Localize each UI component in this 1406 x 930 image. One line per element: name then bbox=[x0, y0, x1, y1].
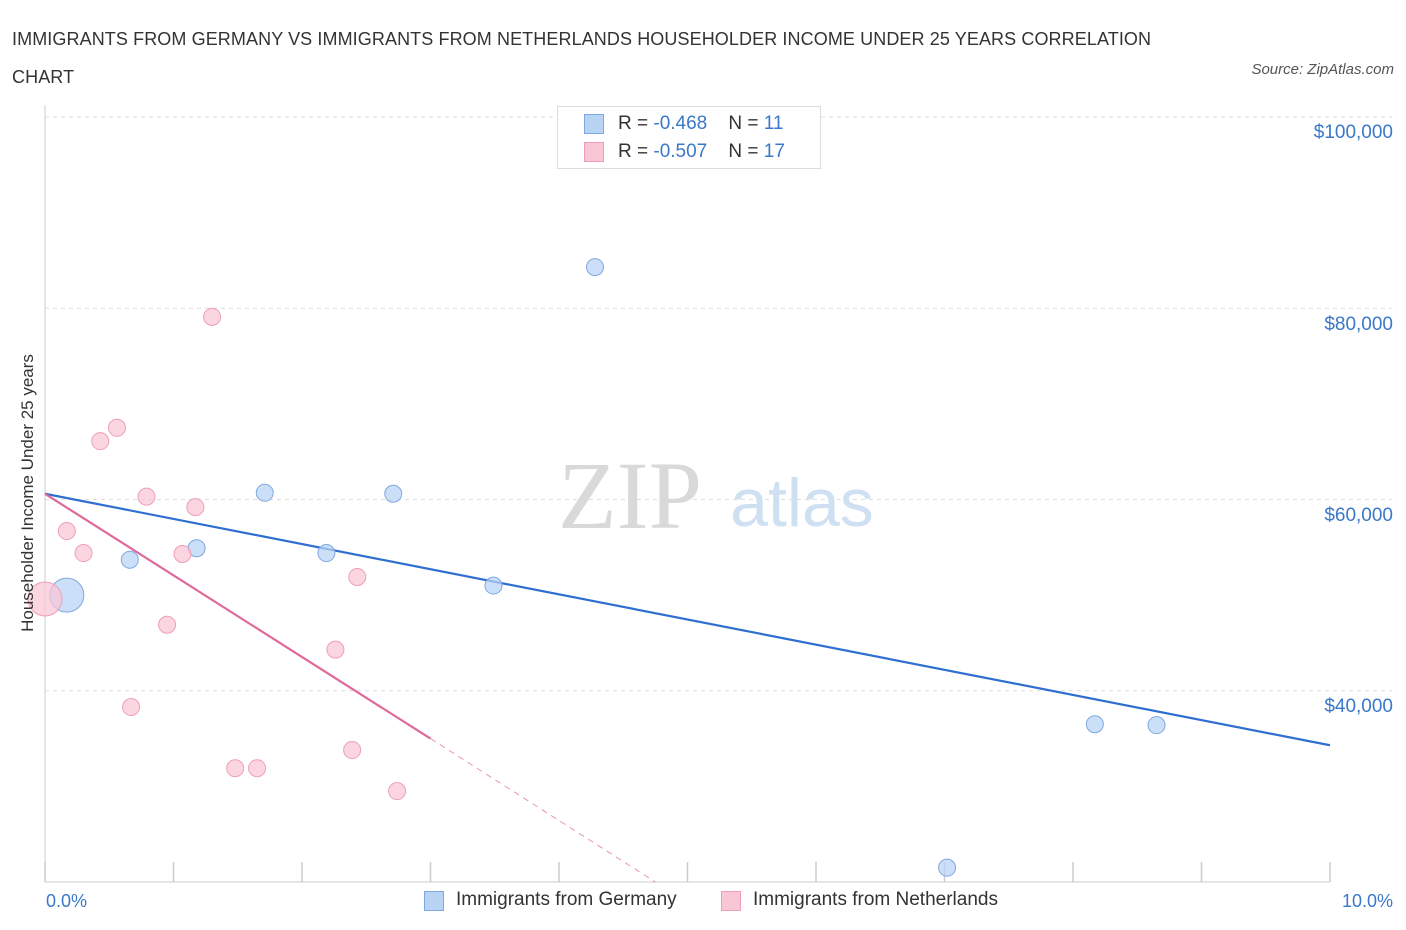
germany-point-1 bbox=[120, 550, 139, 569]
correlation-legend: R = -0.468 N = 11 R = -0.507 N = 17 bbox=[557, 106, 821, 169]
germany-trend-line bbox=[44, 492, 1331, 747]
germany-point-3 bbox=[255, 483, 274, 502]
netherlands-point-4 bbox=[107, 418, 126, 437]
germany-r-label: R = bbox=[618, 113, 654, 134]
netherlands-swatch bbox=[584, 142, 604, 162]
x-tick-label-min: 0.0% bbox=[46, 891, 88, 911]
netherlands-legend-label: Immigrants from Netherlands bbox=[753, 889, 998, 910]
netherlands-point-0 bbox=[27, 581, 63, 617]
germany-legend-swatch bbox=[424, 891, 444, 911]
germany-point-4 bbox=[317, 544, 336, 563]
netherlands-point-12 bbox=[248, 759, 267, 778]
netherlands-r-value: -0.507 bbox=[653, 141, 708, 162]
netherlands-trend-line bbox=[44, 492, 432, 740]
netherlands-n-label: N = bbox=[728, 141, 764, 162]
netherlands-point-11 bbox=[226, 759, 245, 778]
germany-point-5 bbox=[384, 484, 403, 503]
netherlands-point-6 bbox=[137, 487, 156, 506]
netherlands-point-9 bbox=[186, 498, 205, 517]
germany-point-8 bbox=[938, 858, 957, 877]
germany-n-value: 11 bbox=[763, 113, 784, 134]
netherlands-point-13 bbox=[326, 640, 345, 659]
germany-legend-label: Immigrants from Germany bbox=[456, 889, 677, 910]
netherlands-point-10 bbox=[203, 307, 222, 326]
germany-r-value: -0.468 bbox=[653, 113, 708, 134]
netherlands-n-value: 17 bbox=[763, 141, 785, 162]
netherlands-point-8 bbox=[173, 545, 192, 564]
netherlands-point-1 bbox=[57, 522, 76, 541]
watermark-atlas: atlas bbox=[730, 465, 874, 541]
germany-point-9 bbox=[1085, 715, 1104, 734]
data-points bbox=[27, 258, 1166, 877]
germany-point-6 bbox=[484, 576, 503, 595]
netherlands-point-14 bbox=[343, 741, 362, 760]
source-label: Source: ZipAtlas.com bbox=[1251, 61, 1394, 78]
netherlands-point-7 bbox=[158, 615, 177, 634]
netherlands-point-2 bbox=[74, 544, 93, 563]
netherlands-point-3 bbox=[91, 432, 110, 451]
watermark: ZIP atlas bbox=[558, 442, 874, 549]
netherlands-point-15 bbox=[348, 567, 367, 586]
y-tick-label-60000: $60,000 bbox=[1324, 505, 1393, 526]
chart-title: IMMIGRANTS FROM GERMANY VS IMMIGRANTS FR… bbox=[12, 29, 1152, 87]
netherlands-trend-extension bbox=[430, 738, 656, 883]
gridlines bbox=[45, 116, 1392, 692]
y-tick-label-100000: $100,000 bbox=[1313, 122, 1393, 143]
germany-point-7 bbox=[585, 258, 604, 277]
germany-swatch bbox=[584, 114, 604, 134]
netherlands-legend-swatch bbox=[721, 891, 741, 911]
y-tick-label-40000: $40,000 bbox=[1324, 696, 1393, 717]
netherlands-point-5 bbox=[122, 698, 141, 717]
germany-point-10 bbox=[1147, 716, 1166, 735]
netherlands-r-label: R = bbox=[618, 141, 654, 162]
axes bbox=[44, 105, 1331, 883]
x-tick-label-max: 10.0% bbox=[1341, 891, 1393, 911]
watermark-zip: ZIP bbox=[558, 442, 702, 549]
germany-n-label: N = bbox=[728, 113, 764, 134]
netherlands-point-16 bbox=[388, 782, 407, 801]
trend-lines bbox=[44, 492, 1331, 883]
y-axis-label: Householder Income Under 25 years bbox=[18, 354, 37, 632]
y-tick-label-80000: $80,000 bbox=[1324, 314, 1393, 335]
